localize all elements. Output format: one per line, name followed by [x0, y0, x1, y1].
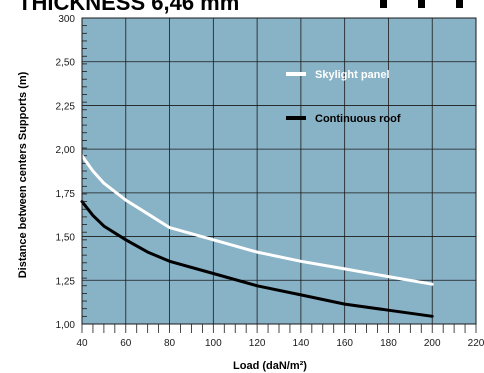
- plot-frame: [81, 17, 477, 325]
- y-tick-label: 300: [58, 14, 75, 25]
- series-line-skylight-panel: [80, 154, 434, 286]
- x-tick-label: 60: [120, 338, 132, 349]
- x-tick-label: 40: [76, 338, 88, 349]
- y-tick-label: 1,75: [56, 189, 76, 200]
- x-tick-label: 140: [293, 338, 310, 349]
- chart-title-fragment: THICKNESS 6,46 mm: [18, 0, 239, 15]
- y-axis-title: Distance between centers Supports (m): [17, 71, 29, 278]
- x-tick-label: 160: [336, 338, 353, 349]
- series-line-continuous-roof: [80, 200, 434, 318]
- x-axis-tick-labels: 40 60 80 100 120 140 160 180 200 220: [76, 338, 484, 349]
- minor-ticks: [81, 17, 477, 333]
- x-tick-label: 120: [249, 338, 266, 349]
- series-layer: [80, 154, 434, 318]
- title-decoration-marks: [380, 0, 463, 8]
- y-tick-label: 2,25: [56, 101, 76, 112]
- y-tick-label: 1,25: [56, 276, 76, 287]
- x-axis-title: Load (daN/m²): [233, 360, 307, 372]
- legend-label-skylight-panel: Skylight panel: [315, 69, 390, 81]
- legend-label-continuous-roof: Continuous roof: [315, 113, 401, 125]
- x-tick-label: 200: [424, 338, 441, 349]
- y-tick-label: 1,00: [56, 320, 76, 331]
- legend: Skylight panel Continuous roof: [286, 69, 401, 125]
- y-tick-label: 2,50: [56, 58, 76, 69]
- x-tick-label: 80: [164, 338, 176, 349]
- x-tick-label: 220: [468, 338, 484, 349]
- y-tick-label: 2,00: [56, 145, 76, 156]
- plot-area: [82, 18, 476, 324]
- x-tick-label: 180: [380, 338, 397, 349]
- y-axis-tick-labels: 1,00 1,25 1,50 1,75 2,00 2,25 2,50 300: [56, 14, 76, 331]
- x-tick-label: 100: [205, 338, 222, 349]
- y-tick-label: 1,50: [56, 233, 76, 244]
